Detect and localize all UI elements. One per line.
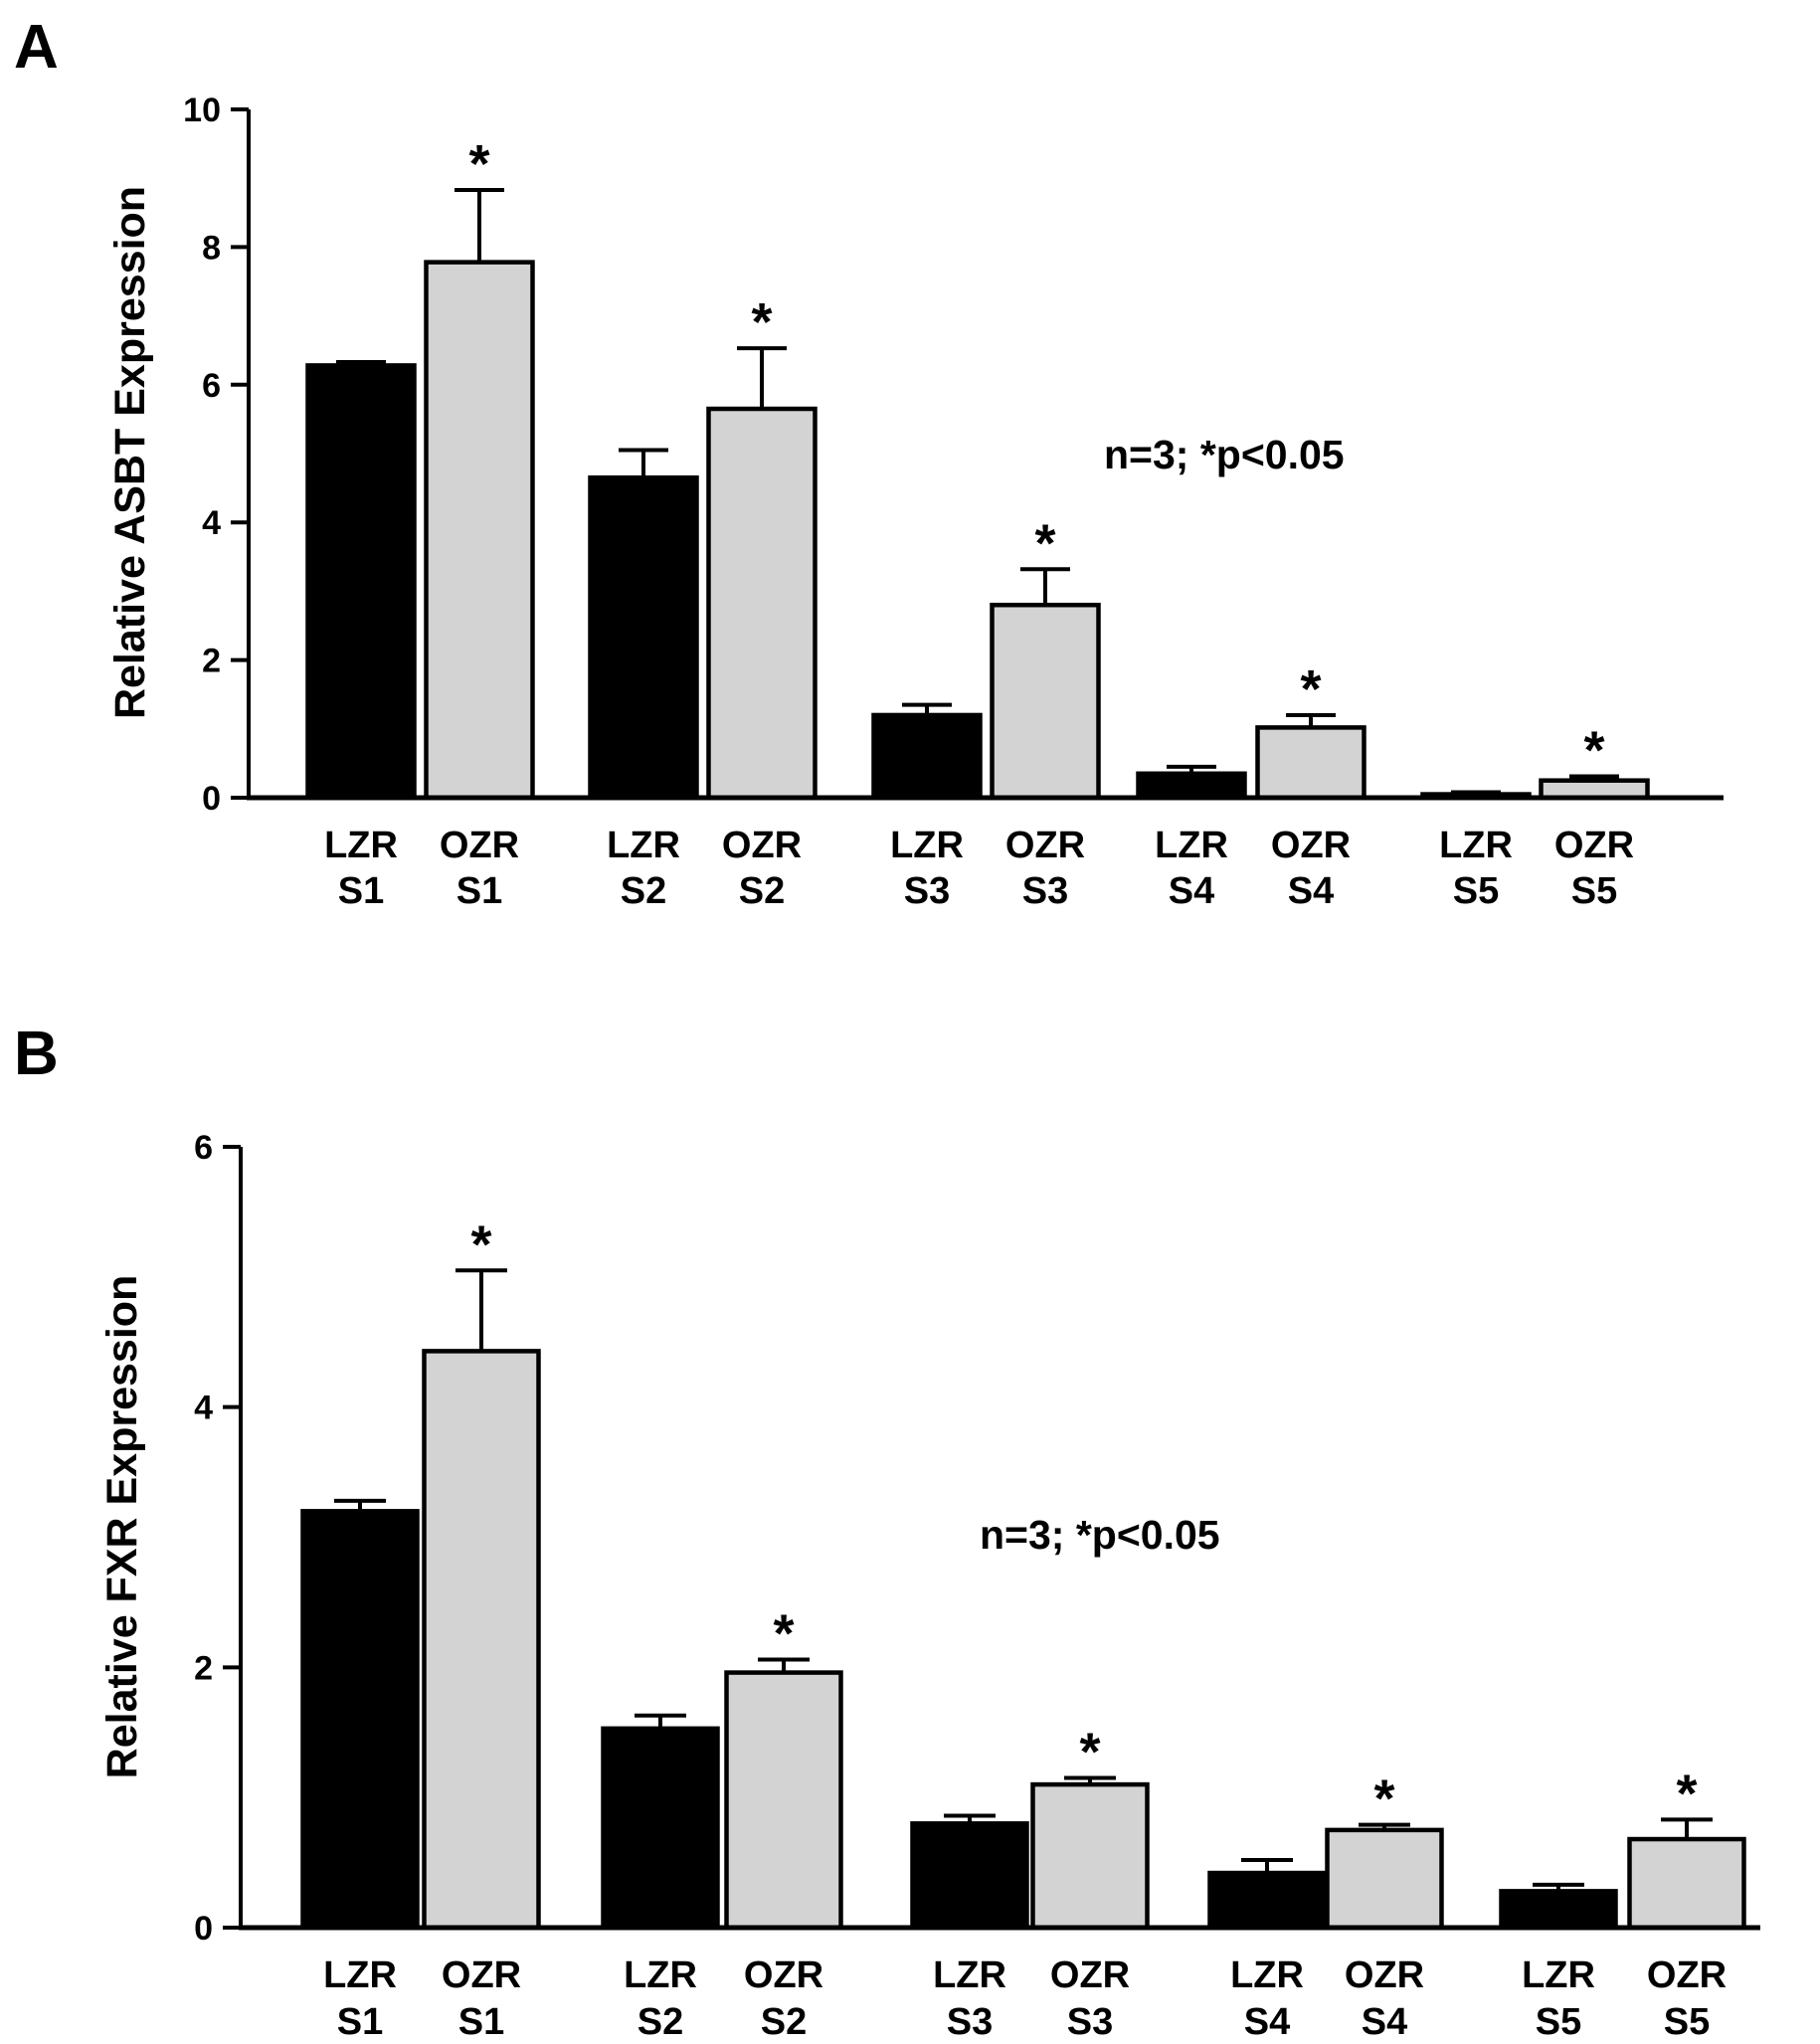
panel-a-bar xyxy=(1255,725,1366,801)
panel-b-category-label: S4 xyxy=(1362,2001,1407,2043)
panel-a-y-tick-label: 10 xyxy=(183,92,221,129)
panel-b-category-label: LZR xyxy=(624,1954,697,1996)
panel-a-y-tick-label: 0 xyxy=(202,780,221,818)
panel-a-significance-star: * xyxy=(1034,513,1055,573)
panel-b-category-label: S2 xyxy=(761,2001,807,2043)
panel-a-y-axis-title: Relative ASBT Expression xyxy=(106,186,154,719)
panel-b-bar xyxy=(910,1821,1029,1931)
panel-b-category-label: LZR xyxy=(1522,1954,1595,1996)
panel-b-bar xyxy=(1499,1889,1618,1931)
panel-b-category-label: S1 xyxy=(458,2001,504,2043)
panel-b-significance-note: n=3; *p<0.05 xyxy=(980,1512,1220,1558)
panel-a-category-label: S5 xyxy=(1453,870,1499,912)
panel-a-category-label: S2 xyxy=(739,870,785,912)
panel-a-category-label: S5 xyxy=(1571,870,1617,912)
panel-b-bar xyxy=(724,1670,843,1931)
panel-b-category-label: S5 xyxy=(1664,2001,1710,2043)
panel-b-category-label: S2 xyxy=(637,2001,683,2043)
panel-a-category-label: LZR xyxy=(1155,825,1228,866)
panel-a-category-label: S1 xyxy=(338,870,384,912)
panel-a-significance-star: * xyxy=(1300,659,1321,719)
panel-a-chart: A Relative ASBT Expression n=3; *p<0.05 … xyxy=(14,13,1724,912)
panel-b-significance-star: * xyxy=(1373,1769,1394,1829)
panel-a-y-tick-label: 6 xyxy=(202,367,221,405)
panel-b-category-label: S4 xyxy=(1244,2001,1290,2043)
panel-b-y-tick-label: 6 xyxy=(194,1129,213,1167)
panel-b-category-label: LZR xyxy=(323,1954,397,1996)
panel-a-significance-star: * xyxy=(751,292,772,352)
panel-b-category-label: S3 xyxy=(1067,2001,1113,2043)
panel-b-bar xyxy=(1325,1827,1444,1931)
panel-b-category-label: OZR xyxy=(744,1954,823,1996)
panel-a-bar xyxy=(1136,771,1247,801)
panel-b-category-label: OZR xyxy=(1647,1954,1727,1996)
panel-a-category-label: OZR xyxy=(440,825,519,866)
panel-b-category-label: LZR xyxy=(933,1954,1006,1996)
panel-a-y-tick-label: 2 xyxy=(202,643,221,680)
panel-a-category-label: S4 xyxy=(1169,870,1214,912)
panel-a-bar xyxy=(990,602,1101,801)
panel-b-category-label: OZR xyxy=(1345,1954,1424,1996)
panel-b-significance-star: * xyxy=(1079,1723,1100,1782)
panel-a-bar xyxy=(305,363,417,801)
panel-a-bar xyxy=(1539,778,1650,801)
panel-b-category-label: OZR xyxy=(442,1954,521,1996)
panel-b-y-tick-label: 0 xyxy=(194,1910,213,1948)
panel-a-y-tick-label: 8 xyxy=(202,229,221,267)
panel-b-significance-star: * xyxy=(773,1603,794,1663)
panel-a-bar xyxy=(424,260,535,801)
panel-b-bar xyxy=(601,1726,720,1931)
panel-b-category-label: S5 xyxy=(1536,2001,1581,2043)
panel-a-category-label: S3 xyxy=(1022,870,1068,912)
panel-b-significance-star: * xyxy=(470,1214,491,1274)
panel-a-significance-star: * xyxy=(1583,721,1604,781)
panel-a-bar xyxy=(706,406,818,801)
panel-b-category-label: LZR xyxy=(1230,1954,1304,1996)
panel-b-y-tick-label: 4 xyxy=(194,1390,213,1427)
panel-a-category-label: S3 xyxy=(904,870,950,912)
panel-a-category-label: OZR xyxy=(1554,825,1634,866)
panel-b-bar xyxy=(1207,1870,1327,1931)
panel-a-category-label: S4 xyxy=(1288,870,1334,912)
panel-a-category-label: LZR xyxy=(1439,825,1513,866)
panel-b-significance-star: * xyxy=(1676,1764,1697,1823)
panel-b-category-label: S1 xyxy=(337,2001,383,2043)
panel-a-category-label: S1 xyxy=(456,870,502,912)
panel-a-category-label: OZR xyxy=(1005,825,1085,866)
panel-b-bar xyxy=(1030,1781,1150,1931)
panel-a-significance-star: * xyxy=(468,134,489,194)
panel-b-bar xyxy=(300,1509,420,1931)
panel-a-category-label: LZR xyxy=(607,825,680,866)
panel-a-y-tick-label: 4 xyxy=(202,504,221,542)
panel-a-category-label: LZR xyxy=(324,825,398,866)
panel-a-category-label: LZR xyxy=(890,825,964,866)
panel-a-category-label: OZR xyxy=(722,825,802,866)
panel-b-category-label: OZR xyxy=(1050,1954,1130,1996)
panel-a-significance-note: n=3; *p<0.05 xyxy=(1104,432,1345,477)
panel-b-y-tick-label: 2 xyxy=(194,1649,213,1687)
panel-a-category-label: OZR xyxy=(1271,825,1351,866)
panel-a-bar xyxy=(588,474,699,801)
panel-b-y-axis-title: Relative FXR Expression xyxy=(98,1275,146,1779)
panel-b-bar xyxy=(1627,1836,1746,1931)
panel-b-chart: B Relative FXR Expression n=3; *p<0.05 0… xyxy=(14,1020,1760,2043)
panel-b-letter: B xyxy=(14,1020,59,1088)
panel-a-category-label: S2 xyxy=(621,870,666,912)
panel-b-bar xyxy=(422,1349,541,1931)
panel-b-category-label: S3 xyxy=(947,2001,993,2043)
panel-a-letter: A xyxy=(14,13,59,82)
panel-a-bar xyxy=(871,712,983,801)
